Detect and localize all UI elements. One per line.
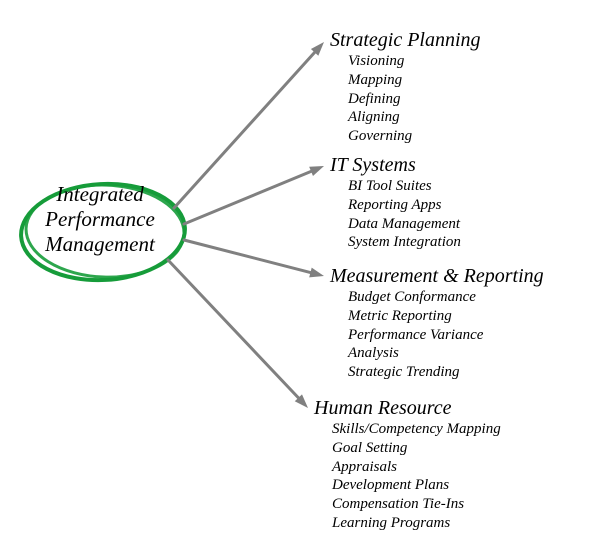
branch-it-items: BI Tool Suites Reporting Apps Data Manag…: [348, 177, 461, 252]
branch-hr-item: Compensation Tie-Ins: [332, 495, 501, 514]
central-line-3: Management: [20, 232, 180, 257]
branch-it-item: Reporting Apps: [348, 196, 461, 215]
central-line-2: Performance: [20, 207, 180, 232]
diagram-canvas: Integrated Performance Management Strate…: [0, 0, 600, 544]
branch-strategic-item: Aligning: [348, 108, 481, 127]
branch-hr-item: Appraisals: [332, 458, 501, 477]
branch-measurement-item: Strategic Trending: [348, 363, 544, 382]
branch-hr-items: Skills/Competency Mapping Goal Setting A…: [332, 420, 501, 533]
branch-it-title: IT Systems: [330, 153, 461, 177]
branch-strategic-item: Defining: [348, 90, 481, 109]
branch-strategic: Strategic Planning Visioning Mapping Def…: [330, 28, 481, 146]
branch-hr: Human Resource Skills/Competency Mapping…: [314, 396, 501, 533]
branch-strategic-item: Governing: [348, 127, 481, 146]
branch-measurement-item: Metric Reporting: [348, 307, 544, 326]
branch-strategic-item: Visioning: [348, 52, 481, 71]
branch-hr-item: Skills/Competency Mapping: [332, 420, 501, 439]
branch-measurement-item: Performance Variance: [348, 326, 544, 345]
branch-hr-item: Learning Programs: [332, 514, 501, 533]
branch-hr-title: Human Resource: [314, 396, 501, 420]
branch-measurement-items: Budget Conformance Metric Reporting Perf…: [348, 288, 544, 382]
central-line-1: Integrated: [20, 182, 180, 207]
branch-it-item: Data Management: [348, 215, 461, 234]
central-node: Integrated Performance Management: [20, 182, 180, 258]
branch-hr-item: Goal Setting: [332, 439, 501, 458]
branch-measurement: Measurement & Reporting Budget Conforman…: [330, 264, 544, 382]
branch-it-item: BI Tool Suites: [348, 177, 461, 196]
branch-strategic-items: Visioning Mapping Defining Aligning Gove…: [348, 52, 481, 146]
branch-it-item: System Integration: [348, 233, 461, 252]
branch-hr-item: Development Plans: [332, 476, 501, 495]
branch-measurement-item: Analysis: [348, 344, 544, 363]
branch-measurement-title: Measurement & Reporting: [330, 264, 544, 288]
branch-measurement-item: Budget Conformance: [348, 288, 544, 307]
branch-strategic-item: Mapping: [348, 71, 481, 90]
branch-strategic-title: Strategic Planning: [330, 28, 481, 52]
branch-it: IT Systems BI Tool Suites Reporting Apps…: [330, 153, 461, 252]
